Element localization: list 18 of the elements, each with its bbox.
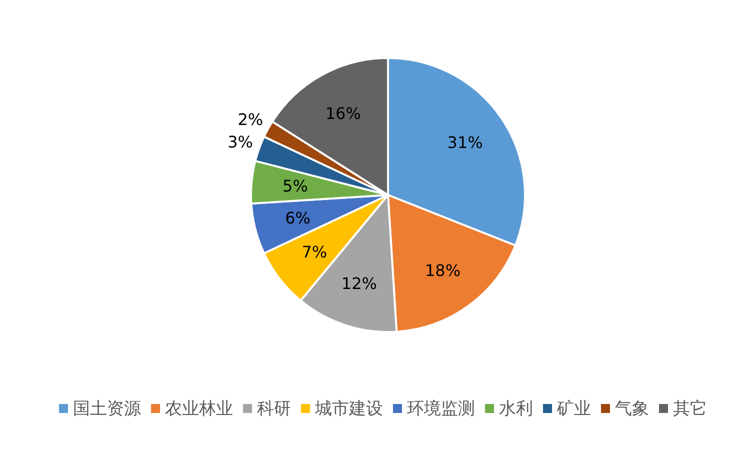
legend-label: 气象: [614, 398, 649, 420]
data-label: 12%: [341, 274, 377, 294]
legend-label: 城市建设: [314, 398, 383, 420]
data-label: 31%: [447, 133, 483, 152]
legend-label: 环境监测: [406, 398, 475, 420]
data-label: 3%: [228, 132, 253, 152]
legend-label: 矿业: [556, 398, 591, 420]
legend-label: 科研: [256, 398, 291, 420]
data-label: 2%: [238, 110, 264, 129]
data-label: 18%: [424, 260, 461, 280]
data-label: 5%: [282, 176, 308, 196]
data-label: 6%: [285, 208, 310, 228]
legend-label: 水利: [498, 398, 533, 420]
legend-label: 其它: [672, 398, 707, 420]
legend-label: 国土资源: [72, 398, 141, 420]
data-label: 16%: [325, 104, 361, 123]
data-label: 7%: [302, 242, 328, 262]
legend-label: 农业林业: [164, 398, 233, 420]
